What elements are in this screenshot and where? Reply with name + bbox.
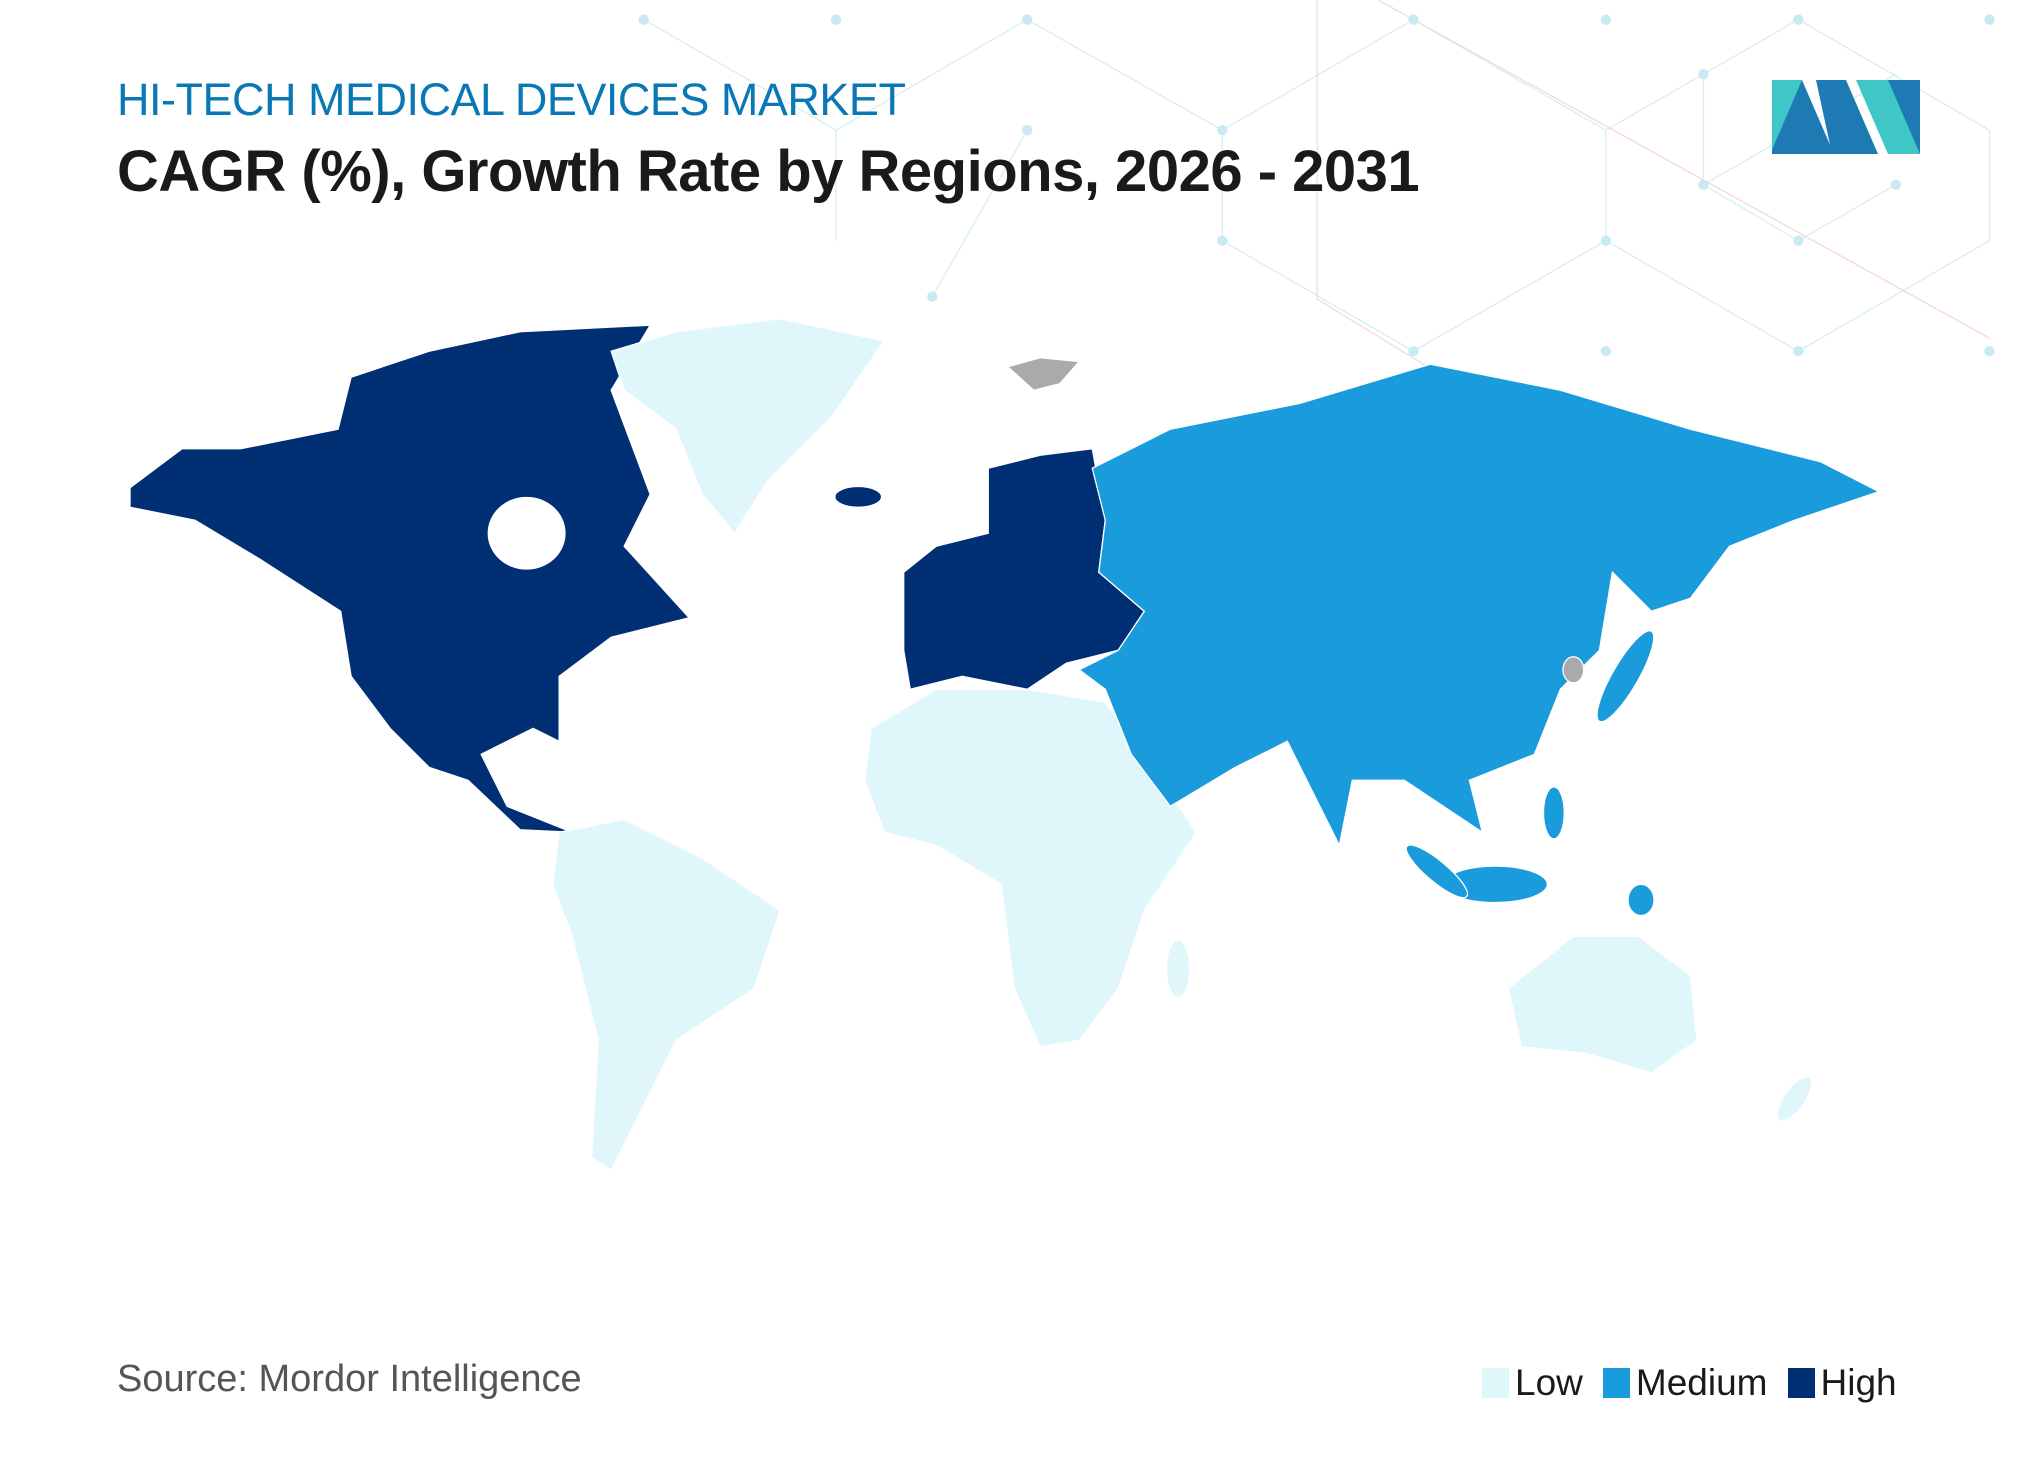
region-new-zealand[interactable] (1771, 1072, 1818, 1127)
legend-label-low: Low (1515, 1362, 1583, 1403)
hudson-bay (487, 496, 566, 570)
region-svalbard-no-data (1006, 357, 1081, 391)
legend-swatch-low (1482, 1368, 1509, 1398)
legend: Low Medium High (1482, 1362, 1917, 1404)
region-korea-no-data (1562, 656, 1585, 684)
chart-subtitle: HI-TECH MEDICAL DEVICES MARKET (117, 74, 906, 125)
mordor-intelligence-logo (1772, 80, 1920, 154)
legend-item-medium: Medium (1602, 1362, 1768, 1404)
region-south-america[interactable] (551, 818, 781, 1172)
legend-label-medium: Medium (1635, 1362, 1768, 1403)
source-note: Source: Mordor Intelligence (117, 1358, 582, 1400)
legend-swatch-medium (1602, 1368, 1630, 1398)
region-japan[interactable] (1588, 625, 1663, 728)
legend-label-high: High (1820, 1362, 1897, 1403)
legend-swatch-high (1787, 1368, 1815, 1398)
chart-title: CAGR (%), Growth Rate by Regions, 2026 -… (117, 139, 1420, 204)
legend-item-low: Low (1482, 1362, 1583, 1404)
region-asia-pacific[interactable] (1078, 363, 1881, 848)
region-philippines[interactable] (1542, 786, 1565, 840)
region-australia[interactable] (1507, 935, 1698, 1074)
region-iceland[interactable] (834, 485, 883, 508)
region-greenland[interactable] (610, 318, 886, 535)
region-sumatra[interactable] (1400, 838, 1473, 904)
region-papua[interactable] (1627, 883, 1655, 917)
legend-item-high: High (1787, 1362, 1897, 1404)
region-north-america[interactable] (129, 324, 691, 833)
region-madagascar[interactable] (1165, 939, 1191, 999)
region-africa[interactable] (864, 688, 1198, 1048)
